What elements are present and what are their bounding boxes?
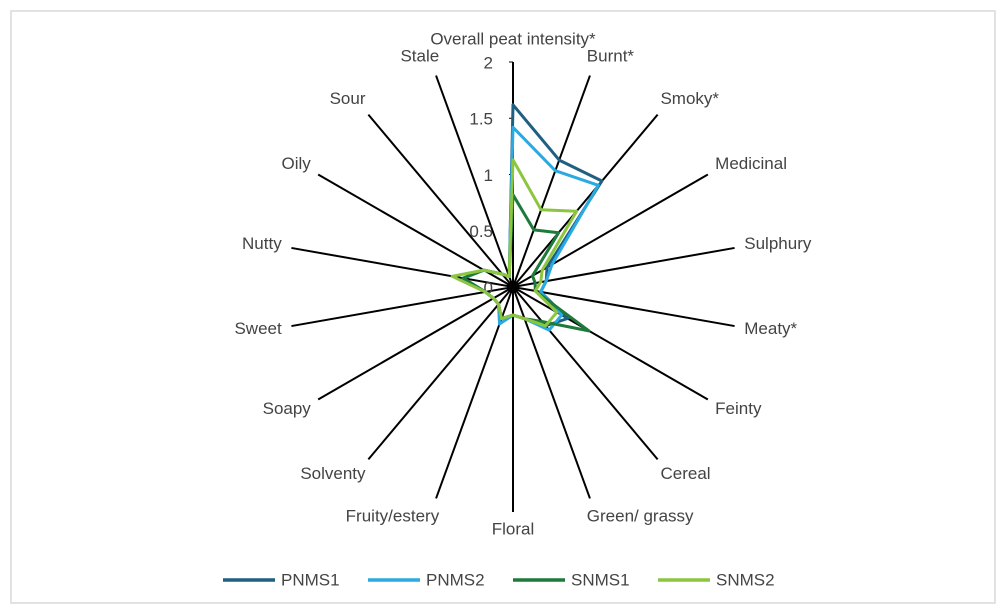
legend-label: SNMS1 <box>571 570 630 589</box>
category-label: Sweet <box>234 319 282 338</box>
r-tick-label: 2 <box>484 53 493 72</box>
axis-line <box>512 246 735 288</box>
axis-line <box>512 75 591 288</box>
r-tick-label: 1 <box>484 166 493 185</box>
axis-line <box>512 286 659 461</box>
legend-label: SNMS2 <box>716 570 775 589</box>
axis-line <box>367 113 514 288</box>
category-label: Cereal <box>660 464 710 483</box>
legend-label: PNMS2 <box>426 570 485 589</box>
axis-line <box>512 286 735 328</box>
category-label: Soapy <box>263 399 312 418</box>
center-dot <box>507 281 519 293</box>
category-label: Meaty* <box>744 319 797 338</box>
category-label: Sulphury <box>744 234 812 253</box>
axis-line <box>512 286 591 499</box>
axis-line <box>291 286 514 328</box>
axis-line <box>317 173 514 288</box>
category-label: Smoky* <box>660 89 719 108</box>
axis-line <box>435 75 514 288</box>
r-tick-label: 1.5 <box>469 110 493 129</box>
category-label: Nutty <box>242 234 282 253</box>
category-label: Floral <box>492 519 535 538</box>
axis-line <box>512 173 709 288</box>
axis-line <box>512 113 659 288</box>
axis-line <box>512 286 709 401</box>
category-label: Burnt* <box>587 46 635 65</box>
category-label: Feinty <box>715 399 762 418</box>
category-label: Solventy <box>300 464 366 483</box>
axis-line <box>367 286 514 461</box>
category-label: Oily <box>282 154 312 173</box>
category-label: Overall peat intensity* <box>430 29 596 48</box>
r-tick-label: 0 <box>484 278 493 297</box>
legend-label: PNMS1 <box>281 570 340 589</box>
category-label: Green/ grassy <box>587 507 694 526</box>
chart-frame <box>10 10 996 604</box>
category-label: Stale <box>400 46 439 65</box>
category-label: Medicinal <box>715 154 787 173</box>
category-label: Fruity/estery <box>346 507 440 526</box>
r-tick-label: 0.5 <box>469 222 493 241</box>
series-line <box>450 158 579 328</box>
axis-line <box>317 286 514 401</box>
category-label: Sour <box>330 89 366 108</box>
axis-line <box>291 246 514 288</box>
